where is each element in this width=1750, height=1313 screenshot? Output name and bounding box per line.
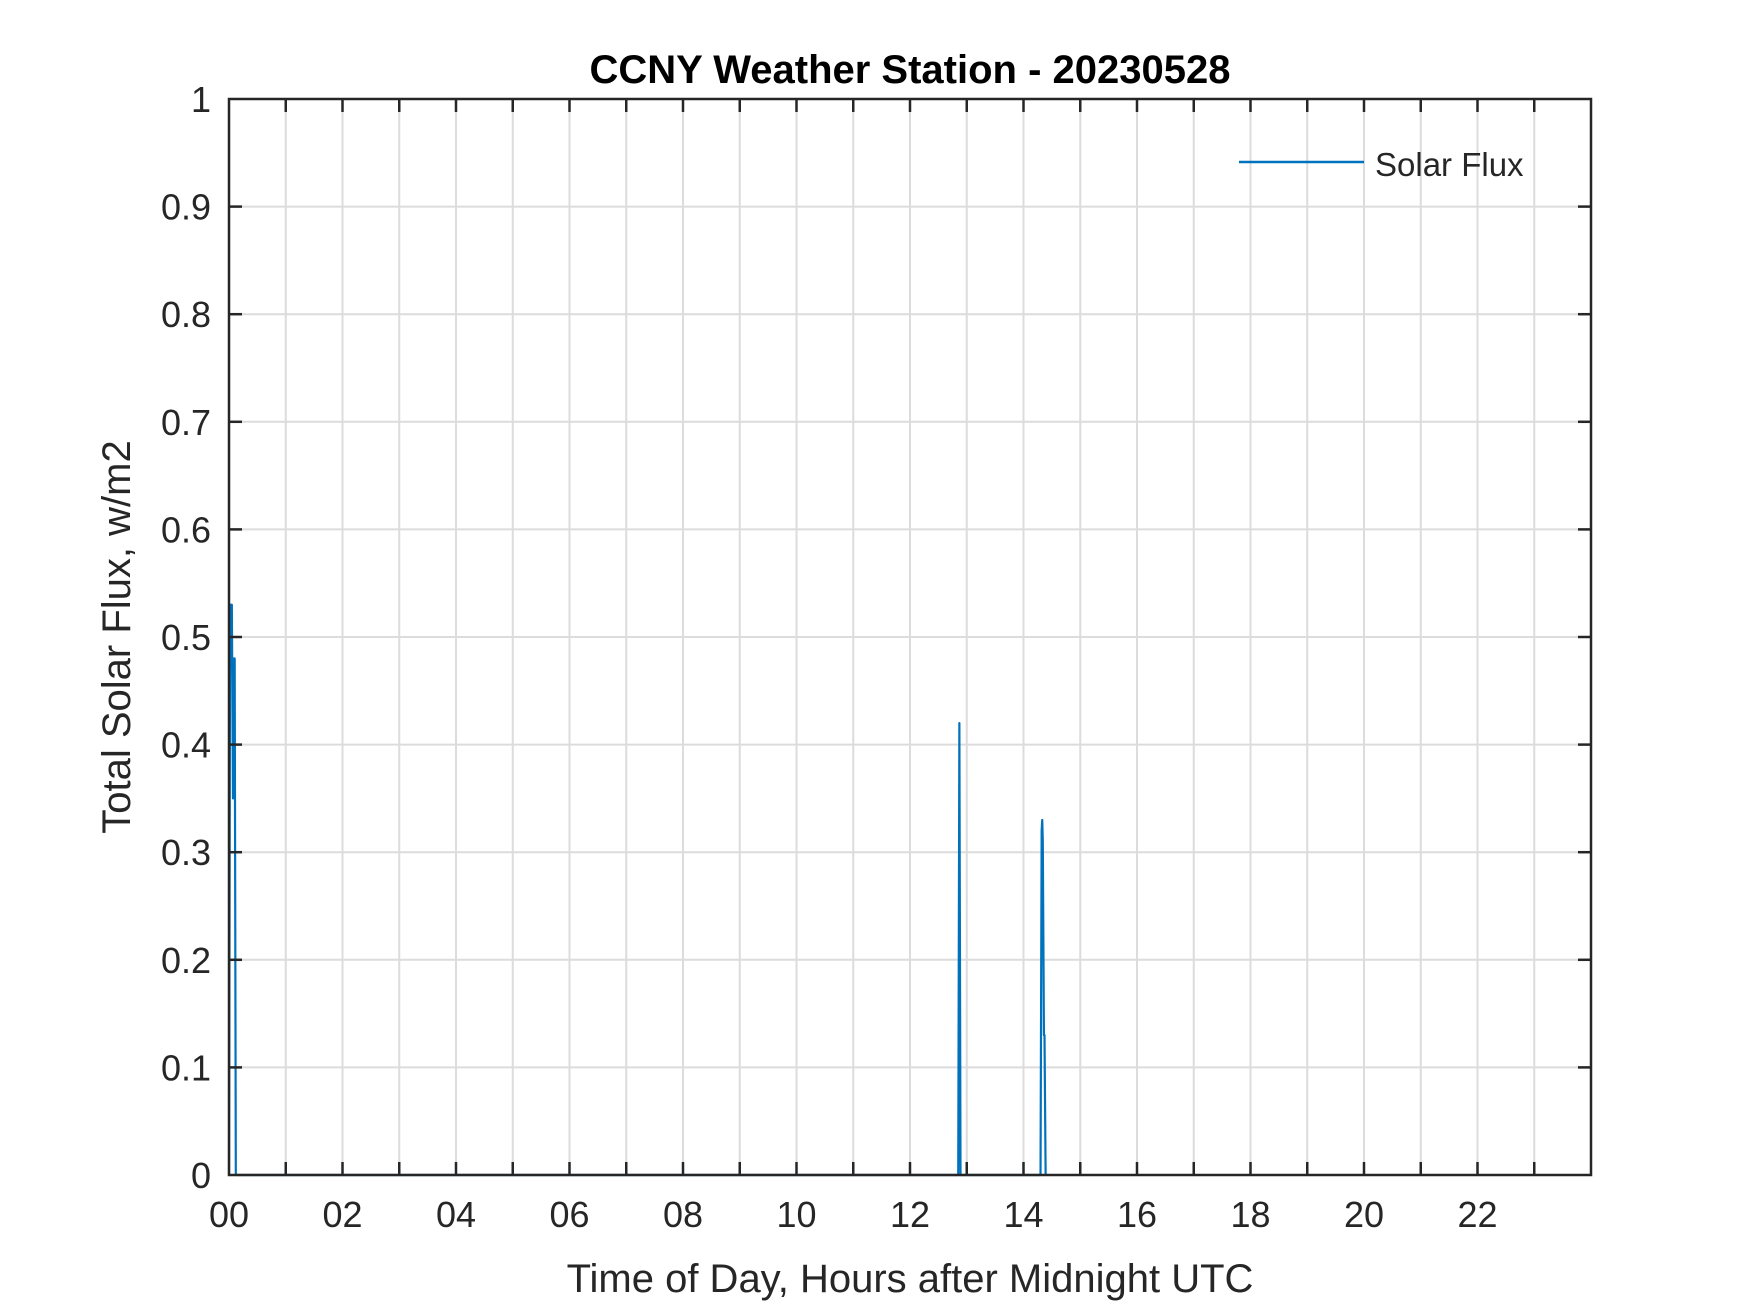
y-tick-label: 0.9 — [161, 187, 211, 228]
y-tick-label: 0.1 — [161, 1047, 211, 1088]
x-tick-label: 18 — [1230, 1194, 1270, 1235]
y-tick-label: 0.5 — [161, 617, 211, 658]
chart-title: CCNY Weather Station - 20230528 — [590, 48, 1231, 92]
y-tick-label: 0.3 — [161, 832, 211, 873]
y-tick-label: 0.2 — [161, 940, 211, 981]
x-tick-label: 04 — [436, 1194, 476, 1235]
x-tick-label: 00 — [209, 1194, 249, 1235]
y-tick-label: 0.8 — [161, 294, 211, 335]
x-tick-label: 08 — [663, 1194, 703, 1235]
y-tick-label: 1 — [191, 79, 211, 120]
y-tick-labels: 0 0.1 0.2 0.3 0.4 0.5 0.6 0.7 0.8 0.9 1 — [161, 79, 211, 1196]
legend-label-solar-flux: Solar Flux — [1375, 146, 1524, 183]
x-tick-label: 12 — [890, 1194, 930, 1235]
x-tick-label: 20 — [1344, 1194, 1384, 1235]
x-axis-label: Time of Day, Hours after Midnight UTC — [567, 1257, 1254, 1301]
legend: Solar Flux — [1239, 146, 1524, 183]
grid-lines — [229, 99, 1591, 1175]
x-tick-label: 02 — [322, 1194, 362, 1235]
y-tick-label: 0 — [191, 1155, 211, 1196]
y-tick-label: 0.4 — [161, 725, 211, 766]
x-tick-label: 10 — [776, 1194, 816, 1235]
x-tick-labels: 00 02 04 06 08 10 12 14 16 18 20 22 — [209, 1194, 1498, 1235]
x-tick-label: 16 — [1117, 1194, 1157, 1235]
series-lines — [227, 603, 1047, 1177]
x-tick-label: 22 — [1457, 1194, 1497, 1235]
y-axis-label: Total Solar Flux, w/m2 — [95, 440, 139, 833]
y-tick-label: 0.7 — [161, 402, 211, 443]
tick-marks — [229, 99, 1591, 1175]
x-tick-label: 06 — [549, 1194, 589, 1235]
series-line-solar-flux — [227, 603, 1047, 1177]
x-tick-label: 14 — [1003, 1194, 1043, 1235]
y-tick-label: 0.6 — [161, 509, 211, 550]
